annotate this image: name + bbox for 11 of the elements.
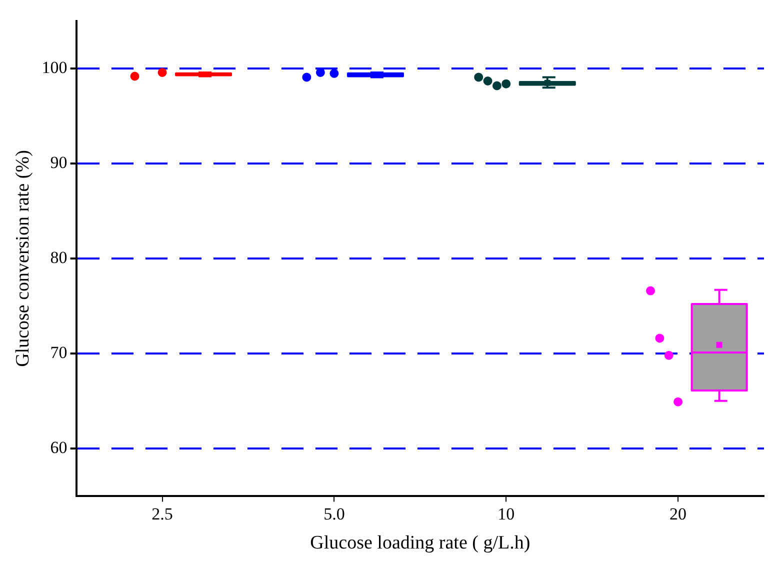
x-tick-label: 20	[670, 504, 687, 524]
x-tick-label: 2.5	[152, 504, 173, 524]
y-tick-label: 100	[42, 58, 68, 78]
y-tick-label: 70	[50, 342, 68, 362]
y-axis-title: Glucose conversion rate (%)	[12, 150, 34, 367]
y-tick-label: 90	[50, 153, 68, 172]
x-axis-title: Glucose loading rate ( g/L.h)	[310, 532, 530, 554]
y-tick-label: 60	[50, 438, 68, 457]
x-tick-label: 10	[498, 504, 515, 524]
y-tick-label: 80	[50, 248, 68, 267]
x-tick-label: 5.0	[324, 504, 345, 524]
